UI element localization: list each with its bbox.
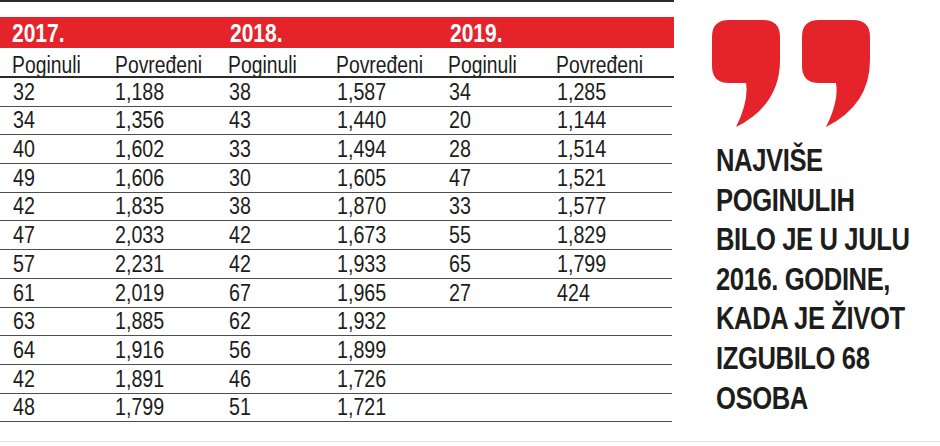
table-cell: 42 [13,194,35,218]
table-row: 42 1,835 38 1,870 33 1,577 [0,193,672,222]
table-cell: 33 [229,137,251,161]
table-cell: 1,356 [115,108,164,132]
table-cell: 1,440 [337,108,386,132]
table-cell: 49 [13,166,35,190]
table-cell: 63 [13,309,35,333]
table-cell: 1,891 [115,367,164,391]
table-cell: 40 [13,137,35,161]
table-cell: 1,514 [557,137,606,161]
bottom-rule [0,441,940,442]
table-cell: 34 [449,80,471,104]
column-header-povredjeni-2017: Povređeni [115,52,202,79]
table-row: 61 2,019 67 1,965 27 424 [0,279,672,308]
year-label-2019: 2019. [450,19,503,48]
column-header-poginuli-2017: Poginuli [12,52,81,79]
table-cell: 48 [13,395,35,419]
year-header-band: 2017. 2018. 2019. [0,17,674,48]
table-cell: 2,231 [115,252,164,276]
table-cell: 1,285 [557,80,606,104]
table-top-rule [0,0,674,2]
table-cell: 1,577 [557,194,606,218]
table-cell: 1,835 [115,194,164,218]
column-header-poginuli-2018: Poginuli [228,52,297,79]
table-cell: 46 [229,367,251,391]
table-cell: 55 [449,223,471,247]
table-cell: 57 [13,252,35,276]
table-cell: 38 [229,194,251,218]
table-row: 40 1,602 33 1,494 28 1,514 [0,135,672,164]
table-cell: 1,916 [115,338,164,362]
table-cell: 1,606 [115,166,164,190]
column-header-poginuli-2019: Poginuli [448,52,517,79]
table-cell: 51 [229,395,251,419]
quote-line: OSOBA [716,379,940,419]
table-cell: 1,587 [337,80,386,104]
table-row: 48 1,799 51 1,721 [0,394,672,423]
table-cell: 28 [449,137,471,161]
quote-line: NAJVIŠE [716,141,940,181]
table-cell: 1,494 [337,137,386,161]
table-row: 57 2,231 42 1,933 65 1,799 [0,250,672,279]
table-cell: 1,870 [337,194,386,218]
table-cell: 1,899 [337,338,386,362]
table-cell: 1,799 [557,252,606,276]
column-header-povredjeni-2019: Povređeni [556,52,643,79]
table-cell: 1,521 [557,166,606,190]
quote-line: POGINULIH [716,181,940,221]
table-cell: 30 [229,166,251,190]
table-row: 47 2,033 42 1,673 55 1,829 [0,221,672,250]
table-body: 32 1,188 38 1,587 34 1,285 34 1,356 43 1,440 20 1,1… [0,78,672,422]
table-cell: 42 [13,367,35,391]
quote-text: NAJVIŠEPOGINULIHBILO JE U JULU2016. GODI… [716,141,940,418]
table-cell: 1,726 [337,367,386,391]
table-cell: 1,799 [115,395,164,419]
table-cell: 1,829 [557,223,606,247]
table-cell: 43 [229,108,251,132]
table-cell: 42 [229,252,251,276]
table-cell: 42 [229,223,251,247]
table-cell: 1,605 [337,166,386,190]
table-cell: 1,933 [337,252,386,276]
table-cell: 61 [13,281,35,305]
table-cell: 2,019 [115,281,164,305]
table-cell: 1,144 [557,108,606,132]
quote-icon [712,20,870,130]
quote-line: KADA JE ŽIVOT [716,299,940,339]
table-cell: 2,033 [115,223,164,247]
casualty-statistics-infographic: 2017. 2018. 2019. Poginuli Povređeni Pog… [0,0,940,446]
table-cell: 1,721 [337,395,386,419]
table-cell: 1,932 [337,309,386,333]
table-row: 34 1,356 43 1,440 20 1,144 [0,107,672,136]
table-cell: 38 [229,80,251,104]
table-cell: 20 [449,108,471,132]
table-row: 32 1,188 38 1,587 34 1,285 [0,78,672,107]
table-cell: 424 [557,281,590,305]
table-row: 42 1,891 46 1,726 [0,365,672,394]
column-header-povredjeni-2018: Povređeni [336,52,423,79]
quote-line: BILO JE U JULU [716,220,940,260]
table-cell: 1,188 [115,80,164,104]
table-row: 49 1,606 30 1,605 47 1,521 [0,164,672,193]
table-cell: 62 [229,309,251,333]
table-cell: 67 [229,281,251,305]
year-label-2017: 2017. [12,19,65,48]
table-row: 63 1,885 62 1,932 [0,308,672,337]
year-label-2018: 2018. [230,19,283,48]
table-cell: 56 [229,338,251,362]
table-cell: 1,673 [337,223,386,247]
quote-line: IZGUBILO 68 [716,339,940,379]
quote-line: 2016. GODINE, [716,260,940,300]
table-cell: 34 [13,108,35,132]
table-cell: 32 [13,80,35,104]
table-cell: 1,602 [115,137,164,161]
table-cell: 33 [449,194,471,218]
table-cell: 1,885 [115,309,164,333]
table-cell: 27 [449,281,471,305]
table-cell: 65 [449,252,471,276]
table-cell: 1,965 [337,281,386,305]
table-cell: 47 [13,223,35,247]
table-cell: 64 [13,338,35,362]
table-cell: 47 [449,166,471,190]
table-row: 64 1,916 56 1,899 [0,336,672,365]
